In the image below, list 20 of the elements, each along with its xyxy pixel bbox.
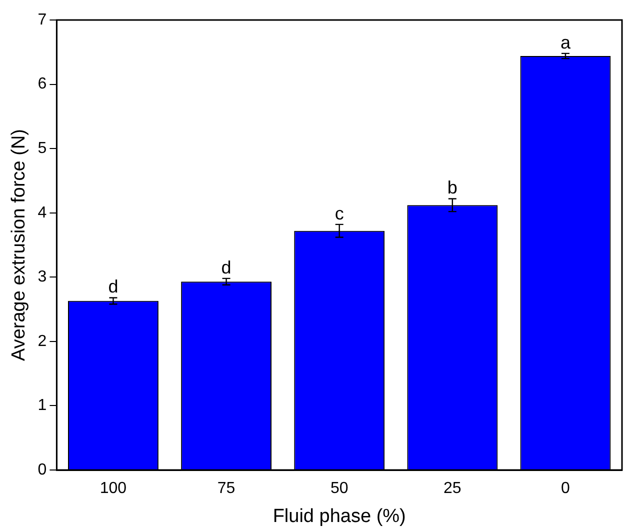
annotation: c — [334, 203, 344, 224]
annotation: a — [560, 32, 572, 52]
y-tick-label: 1 — [38, 397, 47, 414]
annotation: d — [108, 276, 118, 297]
y-tick-label: 7 — [38, 11, 47, 28]
x-tick-label: 25 — [444, 480, 462, 498]
x-tick-label: 50 — [330, 480, 348, 498]
x-tick-label: 100 — [100, 480, 127, 498]
annotation: b — [447, 178, 458, 198]
y-axis-title: Average extrusion force (N) — [8, 129, 30, 361]
x-axis-title: Fluid phase (%) — [272, 506, 406, 527]
y-tick-label: 5 — [38, 140, 47, 157]
annotation: d — [221, 257, 232, 278]
x-tick-label: 75 — [217, 480, 236, 498]
x-tick-label: 0 — [561, 480, 570, 498]
y-tick-label: 3 — [38, 268, 47, 286]
y-tick-label: 6 — [38, 76, 47, 93]
y-tick-label: 0 — [38, 461, 47, 478]
y-tick-label: 4 — [38, 204, 47, 222]
y-tick-label: 2 — [38, 332, 47, 350]
